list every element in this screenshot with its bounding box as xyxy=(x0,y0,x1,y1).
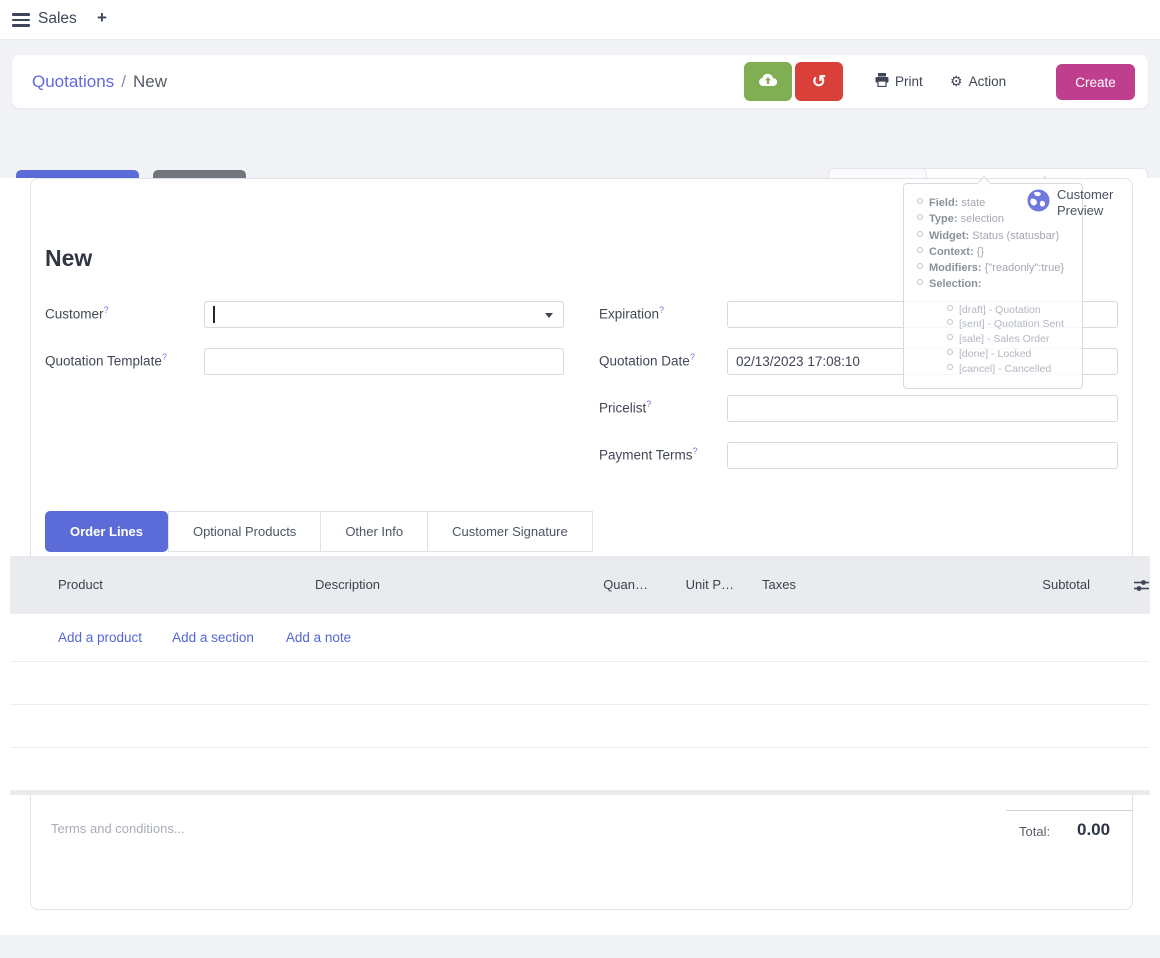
help-marker: ? xyxy=(692,446,698,456)
tooltip-row: Context: {} xyxy=(917,244,1074,260)
cloud-upload-icon xyxy=(758,72,778,91)
breadcrumb-current: New xyxy=(132,71,167,91)
help-marker: ? xyxy=(646,399,652,409)
add-a-section-link[interactable]: Add a section xyxy=(172,630,254,645)
total-label: Total: xyxy=(1019,824,1051,839)
tooltip-selection-list: [draft] - Quotation [sent] - Quotation S… xyxy=(917,303,1074,377)
total-divider xyxy=(1006,810,1133,811)
record-title: New xyxy=(45,245,93,271)
tooltip-selection-item: [sent] - Quotation Sent xyxy=(947,317,1074,332)
debug-field-tooltip: Field: state Type: selection Widget: Sta… xyxy=(903,175,1083,389)
tab-optional-products[interactable]: Optional Products xyxy=(167,511,322,552)
column-header-taxes[interactable]: Taxes xyxy=(762,577,796,592)
tooltip-row: Modifiers: {"readonly":true} xyxy=(917,260,1074,276)
app-name[interactable]: Sales xyxy=(38,10,77,27)
tab-order-lines[interactable]: Order Lines xyxy=(45,511,168,552)
tooltip-row: Selection: xyxy=(917,276,1074,292)
action-menu-button[interactable]: ⚙ Action xyxy=(950,55,1006,108)
plus-icon[interactable]: + xyxy=(97,8,107,27)
discard-changes-button[interactable]: ↺ xyxy=(795,62,843,101)
printer-icon xyxy=(875,73,889,90)
hamburger-menu-icon[interactable] xyxy=(12,13,30,27)
undo-icon: ↺ xyxy=(811,71,827,91)
quotation-template-input[interactable] xyxy=(204,348,564,375)
customer-field-label: Customer? xyxy=(45,305,109,322)
payment-terms-field-label: Payment Terms? xyxy=(599,446,698,463)
quotation-template-field-label: Quotation Template? xyxy=(45,352,167,369)
print-button[interactable]: Print xyxy=(875,55,923,108)
tooltip-row: Type: selection xyxy=(917,211,1074,227)
breadcrumb-separator: / xyxy=(121,71,126,91)
column-header-subtotal[interactable]: Subtotal xyxy=(1042,577,1090,592)
tooltip-selection-item: [draft] - Quotation xyxy=(947,303,1074,318)
total-value: 0.00 xyxy=(1077,820,1111,839)
page-bottom-strip xyxy=(0,935,1160,958)
order-line-empty-row xyxy=(10,748,1150,791)
customer-preview-label: Customer Preview xyxy=(1057,187,1114,218)
tab-other-info[interactable]: Other Info xyxy=(321,511,429,552)
notebook-tabs: Order Lines Optional Products Other Info… xyxy=(45,511,593,552)
breadcrumb-quotations-link[interactable]: Quotations xyxy=(32,71,115,91)
tooltip-selection-item: [cancel] - Cancelled xyxy=(947,362,1074,377)
help-marker: ? xyxy=(659,305,665,315)
add-a-note-link[interactable]: Add a note xyxy=(285,630,352,645)
form-sheet-footer: Terms and conditions... Total: 0.00 xyxy=(30,795,1133,910)
expiration-field-label: Expiration? xyxy=(599,305,665,322)
pricelist-input[interactable] xyxy=(727,395,1118,422)
help-marker: ? xyxy=(161,352,167,362)
customer-preview-button[interactable]: Customer Preview xyxy=(1027,187,1131,219)
text-caret xyxy=(213,306,215,323)
help-marker: ? xyxy=(689,352,695,362)
order-line-empty-row xyxy=(10,705,1150,748)
column-header-quantity[interactable]: Quan… xyxy=(603,577,648,592)
top-navbar: Sales + xyxy=(0,0,1160,40)
table-end-strip xyxy=(10,791,1150,795)
order-lines-add-row: Add a product Add a section Add a note xyxy=(10,614,1150,662)
tab-customer-signature[interactable]: Customer Signature xyxy=(428,511,593,552)
breadcrumb: Quotations / New xyxy=(32,55,167,108)
tooltip-selection-item: [sale] - Sales Order xyxy=(947,332,1074,347)
control-panel-region: Quotations / New ↺ Print ⚙ Action xyxy=(0,40,1160,207)
control-panel-card: Quotations / New ↺ Print ⚙ Action xyxy=(12,55,1148,108)
order-lines-table: Product Description Quan… Unit P… Taxes … xyxy=(10,556,1150,795)
column-header-description[interactable]: Description xyxy=(315,577,381,592)
column-header-unit-price[interactable]: Unit P… xyxy=(685,577,734,592)
add-a-product-link[interactable]: Add a product xyxy=(58,630,143,645)
tooltip-selection-item: [done] - Locked xyxy=(947,347,1074,362)
payment-terms-input[interactable] xyxy=(727,442,1118,469)
pricelist-field-label: Pricelist? xyxy=(599,399,652,416)
optional-columns-icon[interactable] xyxy=(1134,579,1149,597)
create-button[interactable]: Create xyxy=(1056,64,1135,100)
tooltip-row: Field: state xyxy=(917,195,1074,211)
print-label: Print xyxy=(895,74,923,89)
help-marker: ? xyxy=(103,305,109,315)
column-header-product[interactable]: Product xyxy=(58,577,103,592)
order-line-empty-row xyxy=(10,662,1150,705)
quotation-date-field-label: Quotation Date? xyxy=(599,352,695,369)
save-record-button[interactable] xyxy=(744,62,792,101)
customer-input[interactable] xyxy=(204,301,564,328)
order-lines-header: Product Description Quan… Unit P… Taxes … xyxy=(10,556,1150,614)
action-label: Action xyxy=(968,74,1007,89)
tooltip-row: Widget: Status (statusbar) xyxy=(917,228,1074,244)
globe-icon xyxy=(1027,189,1050,217)
dropdown-caret-icon[interactable] xyxy=(545,313,553,318)
gear-icon: ⚙ xyxy=(950,73,963,89)
terms-input[interactable]: Terms and conditions... xyxy=(51,821,185,836)
